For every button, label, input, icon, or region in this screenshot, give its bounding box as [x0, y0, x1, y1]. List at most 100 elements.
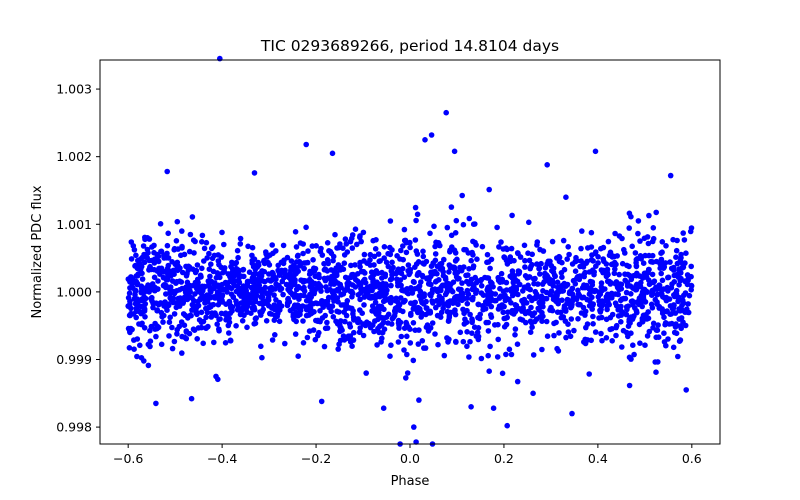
data-point [432, 331, 438, 337]
data-point [458, 286, 464, 293]
data-point [183, 335, 190, 342]
x-tick-label: −0.4 [207, 451, 237, 466]
data-point [539, 318, 545, 325]
data-point [613, 303, 620, 309]
data-point [385, 263, 392, 270]
data-point [561, 266, 568, 273]
data-point [358, 238, 365, 245]
data-point [404, 370, 411, 376]
data-point [468, 257, 475, 264]
data-point [464, 343, 470, 350]
data-point [354, 241, 360, 248]
data-point [394, 253, 400, 259]
data-point [427, 325, 434, 331]
data-point [292, 331, 299, 337]
data-point [147, 327, 153, 334]
data-point [125, 295, 132, 301]
data-point [414, 211, 421, 218]
data-point [399, 287, 405, 294]
data-point [266, 290, 272, 296]
data-point [670, 344, 677, 351]
data-point [380, 280, 386, 287]
data-point [453, 338, 459, 345]
data-point [364, 260, 370, 267]
data-point [228, 270, 234, 277]
data-point [445, 318, 452, 325]
data-point [364, 319, 370, 326]
data-point [217, 55, 223, 62]
data-point [572, 281, 579, 287]
data-point [343, 241, 350, 247]
data-point [496, 295, 503, 301]
data-point [343, 287, 349, 294]
data-point [141, 259, 148, 266]
data-point [131, 346, 137, 353]
data-point [446, 262, 453, 268]
data-point [504, 246, 510, 253]
data-point [241, 273, 247, 280]
data-point [185, 267, 192, 273]
data-point [126, 345, 133, 351]
data-point [589, 306, 595, 312]
data-point [532, 275, 538, 282]
data-point [329, 150, 336, 157]
data-point [635, 218, 642, 224]
data-point [653, 327, 660, 334]
data-point [663, 297, 670, 304]
data-point [637, 238, 643, 244]
data-point [507, 254, 514, 260]
data-point [340, 245, 346, 251]
data-point [136, 308, 143, 315]
data-point [514, 378, 521, 385]
data-point [478, 276, 485, 283]
data-point [216, 328, 222, 334]
data-point [574, 274, 581, 280]
data-point [350, 271, 356, 278]
data-point [286, 288, 293, 294]
data-point [475, 336, 482, 343]
data-point [688, 263, 694, 270]
data-point [486, 368, 493, 375]
data-point [343, 312, 350, 319]
data-point [291, 316, 297, 323]
data-point [281, 268, 287, 274]
data-point [665, 274, 672, 281]
data-point [169, 324, 175, 331]
data-point [644, 234, 651, 240]
data-point [167, 314, 173, 321]
data-point [236, 279, 243, 286]
data-point [342, 236, 349, 242]
data-point [464, 307, 470, 314]
data-point [144, 246, 151, 253]
data-point [467, 311, 473, 318]
data-point [508, 245, 515, 252]
data-point [571, 327, 577, 334]
data-point [135, 257, 141, 264]
data-point [365, 289, 371, 296]
data-point [321, 260, 327, 267]
data-point [157, 221, 164, 227]
data-point [524, 275, 530, 281]
data-point [193, 267, 200, 274]
data-point [407, 239, 413, 246]
data-point [174, 218, 181, 225]
data-point [233, 301, 240, 307]
data-point [194, 262, 201, 268]
data-point [645, 309, 651, 315]
data-point [612, 230, 618, 237]
data-point [613, 332, 619, 339]
data-point [350, 337, 357, 343]
data-point [603, 273, 610, 280]
data-point [623, 329, 630, 336]
data-point [375, 316, 381, 323]
data-point [509, 271, 516, 277]
data-point [211, 339, 217, 346]
data-point [302, 278, 309, 284]
data-point [198, 324, 205, 331]
data-point [434, 312, 441, 319]
data-point [385, 311, 392, 318]
data-point [648, 258, 654, 265]
data-point [616, 271, 622, 278]
data-point [282, 340, 288, 347]
